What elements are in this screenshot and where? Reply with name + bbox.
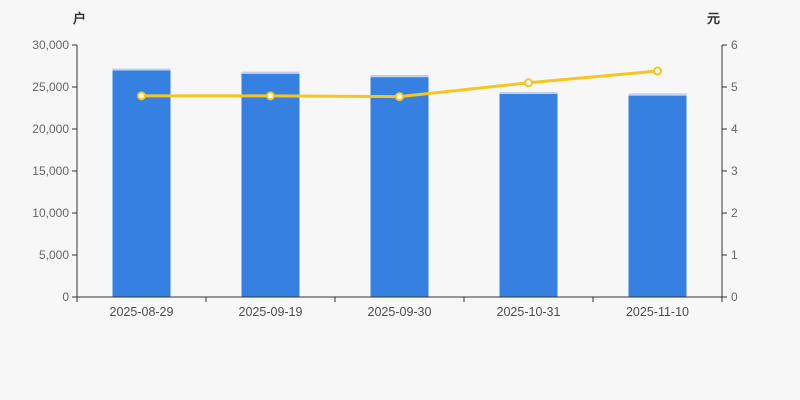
left-tick-label: 5,000 [39, 248, 69, 262]
data-point[interactable] [653, 66, 662, 76]
x-category-label: 2025-10-31 [497, 305, 561, 319]
x-category-label: 2025-09-30 [368, 305, 432, 319]
bar-top-highlight [241, 71, 300, 74]
data-point[interactable] [395, 92, 404, 102]
x-category-label: 2025-09-19 [239, 305, 303, 319]
bar[interactable] [628, 93, 687, 297]
left-tick-label: 15,000 [32, 164, 69, 178]
right-tick-label: 5 [731, 80, 738, 94]
right-tick-label: 6 [731, 38, 738, 52]
right-tick-label: 0 [731, 290, 738, 304]
bar-top-highlight [499, 92, 558, 95]
right-tick-label: 1 [731, 248, 738, 262]
data-point[interactable] [137, 91, 146, 101]
left-tick-label: 10,000 [32, 206, 69, 220]
right-tick-label: 2 [731, 206, 738, 220]
bar[interactable] [241, 71, 300, 297]
left-tick-label: 20,000 [32, 122, 69, 136]
left-tick-label: 25,000 [32, 80, 69, 94]
data-point[interactable] [524, 78, 533, 88]
right-axis-unit-label: 元 [707, 11, 721, 26]
right-tick-label: 4 [731, 122, 738, 136]
left-tick-label: 30,000 [32, 38, 69, 52]
bar[interactable] [112, 68, 171, 298]
x-category-label: 2025-08-29 [110, 305, 174, 319]
right-tick-label: 3 [731, 164, 738, 178]
bar-top-highlight [112, 68, 171, 71]
x-category-label: 2025-11-10 [626, 305, 689, 319]
bar[interactable] [370, 75, 429, 298]
bar-top-highlight [370, 75, 429, 78]
left-tick-label: 0 [62, 290, 69, 304]
bar[interactable] [499, 92, 558, 297]
bar-top-highlight [628, 93, 687, 96]
left-axis-unit-label: 户 [73, 11, 87, 26]
data-point[interactable] [266, 91, 275, 101]
